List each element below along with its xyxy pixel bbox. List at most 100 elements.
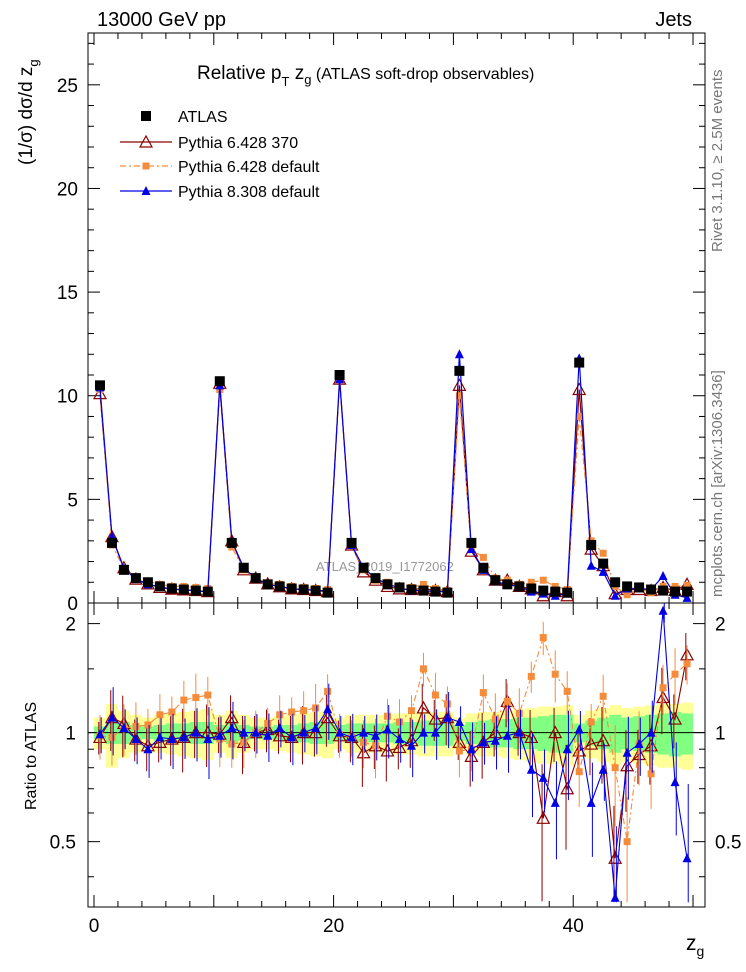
ratio-point — [380, 743, 395, 757]
ratio-point — [560, 781, 575, 795]
stat-uncertainty-band — [561, 714, 574, 753]
ratio-point — [176, 730, 191, 744]
data-point — [154, 581, 165, 592]
data-point — [670, 586, 681, 597]
ratio-point — [152, 735, 167, 748]
ratio-point — [596, 733, 611, 747]
ratio-point — [634, 739, 644, 749]
legend-label: Pythia 8.308 default — [178, 184, 320, 201]
y-tick-label: 5 — [67, 490, 78, 511]
legend: ATLAS Pythia 6.428 370 Pythia 6.428 defaul… — [120, 109, 320, 201]
ratio-point — [526, 764, 536, 774]
ratio-point — [119, 722, 129, 732]
ratio-point — [682, 853, 692, 863]
ratio-point — [144, 721, 152, 729]
ratio-point — [491, 715, 499, 723]
data-point — [682, 592, 692, 602]
ratio-point — [418, 727, 428, 737]
ratio-point — [611, 764, 619, 772]
ratio-frame — [87, 602, 706, 908]
data-point — [322, 587, 333, 598]
ratio-point — [671, 670, 679, 678]
data-point — [527, 578, 535, 586]
data-point — [454, 365, 465, 376]
ratio-point — [224, 710, 239, 724]
ratio-point — [179, 732, 189, 742]
ratio-point — [272, 728, 287, 742]
legend-marker — [141, 186, 151, 195]
ratio-point — [670, 777, 680, 787]
ratio-point — [276, 711, 284, 719]
data-point — [142, 577, 153, 588]
data-point — [406, 584, 417, 595]
data-point — [466, 544, 476, 554]
ratio-y-axis-label: Ratio to ATLAS — [23, 702, 40, 810]
ratio-point — [610, 892, 620, 902]
legend-label: Pythia 6.428 default — [178, 159, 320, 176]
y-tick-label: 0 — [67, 594, 78, 615]
data-point — [646, 584, 657, 595]
process-label: Jets — [655, 9, 692, 31]
data-point — [599, 549, 607, 557]
ratio-point — [192, 694, 200, 702]
stat-uncertainty-band — [537, 716, 550, 751]
ratio-point — [275, 722, 285, 732]
ratio-point — [143, 744, 153, 754]
ratio-point — [551, 670, 559, 678]
ratio-point — [324, 687, 332, 695]
data-point — [586, 539, 597, 550]
data-point — [478, 562, 489, 573]
chart-title: Relative pT zg (ATLAS soft-drop observab… — [197, 63, 534, 89]
ratio-point — [383, 724, 393, 734]
ratio-point — [392, 740, 407, 754]
ratio-point — [536, 811, 551, 824]
ratio-point — [240, 738, 248, 746]
ratio-point — [442, 712, 452, 722]
data-point — [452, 378, 467, 391]
ratio-point — [646, 727, 656, 737]
ratio-point — [264, 719, 272, 727]
data-point — [514, 581, 525, 592]
ratio-point — [95, 729, 105, 739]
ratio-point — [478, 737, 488, 747]
legend-marker — [141, 111, 151, 121]
ratio-point — [574, 724, 584, 734]
ratio-point — [311, 722, 321, 732]
ratio-point — [360, 738, 368, 746]
data-point — [539, 576, 547, 584]
ratio-y-tick-label: 0.5 — [50, 833, 76, 854]
ratio-point — [227, 722, 237, 732]
ratio-point — [371, 730, 381, 740]
ratio-point — [563, 687, 571, 695]
analysis-watermark: ATLAS_2019_I1772062 — [316, 559, 454, 574]
data-point — [250, 573, 261, 584]
ratio-point — [312, 704, 320, 712]
legend-marker — [138, 134, 154, 148]
ratio-point — [419, 665, 427, 673]
data-point — [346, 537, 357, 548]
ratio-point — [288, 708, 296, 716]
y-tick-label: 25 — [57, 76, 78, 97]
ratio-point — [598, 764, 608, 774]
ratio-point — [503, 697, 511, 705]
ratio-point — [320, 710, 335, 724]
data-point — [94, 380, 105, 391]
ratio-point — [284, 730, 299, 744]
ratio-point — [203, 734, 213, 744]
ratio-point — [658, 605, 668, 615]
data-point — [610, 590, 620, 600]
data-point — [274, 581, 285, 592]
data-point — [454, 349, 464, 359]
ratio-point — [548, 725, 563, 739]
ratio-point — [659, 684, 667, 692]
y-tick-label: 20 — [57, 179, 78, 200]
data-point — [92, 386, 107, 400]
ratio-point — [384, 712, 392, 720]
data-point — [442, 587, 453, 598]
data-point — [226, 537, 237, 548]
stat-uncertainty-band — [597, 717, 610, 750]
data-point — [455, 392, 463, 400]
ratio-y-tick-label: 1 — [65, 724, 76, 745]
data-point — [598, 558, 609, 569]
ratio-panel: 0 20 40 0.5 0.5 1 1 2 2 — [50, 602, 741, 937]
